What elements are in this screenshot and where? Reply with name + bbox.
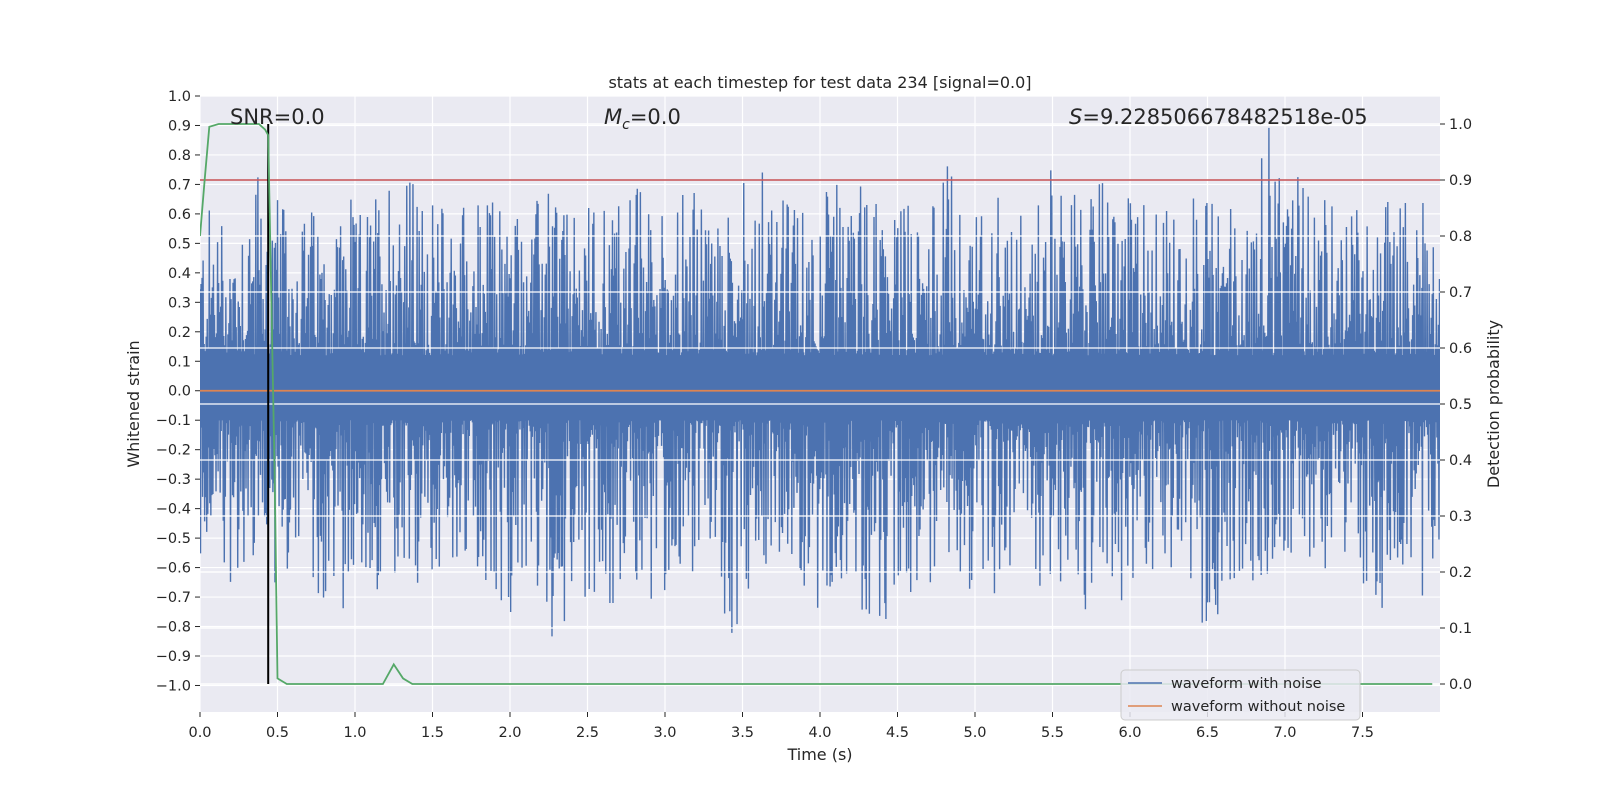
y2-tick-label: 0.7 [1449,285,1472,301]
legend: waveform with noise waveform without noi… [1120,669,1361,721]
s-symbol: S [1069,105,1082,129]
y2-tick-label: 0.2 [1449,565,1472,581]
x-axis-label: Time (s) [786,745,852,764]
y-tick-label: −0.2 [156,443,191,459]
series-detection-probability [200,123,1433,685]
x-tick-label: 0.5 [266,725,289,741]
y-tick-label: −0.4 [156,502,191,518]
y-tick-label: 0.1 [168,354,191,370]
y-axis-ticks: 1.0 0.9 0.8 0.7 0.6 0.5 0.4 0.3 0.2 0.1 0.0 −0.1 −0.… [156,89,200,694]
y-tick-label: −1.0 [156,678,191,694]
y2-tick-label: 0.1 [1449,621,1472,637]
y2-axis-ticks: 1.0 0.9 0.8 0.7 0.6 0.5 0.4 0.3 0.2 0.1 0.0 [1440,117,1472,693]
x-tick-label: 6.5 [1196,725,1219,741]
y2-tick-label: 0.3 [1449,509,1472,525]
y-tick-label: −0.9 [156,649,191,665]
x-axis-ticks: 0.0 0.5 1.0 1.5 2.0 2.5 3.0 3.5 4.0 4.5 5.0 5.5 6.0 6… [188,712,1374,741]
y2-axis-label: Detection probability [1484,320,1503,488]
y-tick-label: 0.4 [168,266,191,282]
y-tick-label: 0.8 [168,148,191,164]
x-tick-label: 7.0 [1273,725,1296,741]
chart-title: stats at each timestep for test data 234… [608,73,1031,92]
x-tick-label: 4.5 [886,725,909,741]
y2-tick-label: 0.9 [1449,173,1472,189]
y-tick-label: 0.6 [168,207,191,223]
y-tick-label: −0.1 [156,413,191,429]
y-tick-label: −0.6 [156,561,191,577]
x-tick-label: 1.0 [343,725,366,741]
y-tick-label: −0.8 [156,620,191,636]
y-tick-label: 0.9 [168,118,191,134]
x-tick-label: 3.0 [653,725,676,741]
y-tick-label: 0.5 [168,236,191,252]
y2-tick-label: 0.6 [1449,341,1472,357]
y-tick-label: −0.3 [156,472,191,488]
snr-annotation: SNR=0.0 [230,105,325,129]
x-tick-label: 1.5 [421,725,444,741]
y-tick-label: 0.2 [168,325,191,341]
mc-subscript: c [622,117,630,133]
y-tick-label: 0.7 [168,177,191,193]
x-tick-label: 2.0 [498,725,521,741]
y2-tick-label: 0.5 [1449,397,1472,413]
y-axis-label: Whitened strain [124,340,143,467]
plot-area [200,123,1440,685]
x-tick-label: 5.0 [963,725,986,741]
x-tick-label: 2.5 [576,725,599,741]
mc-value: =0.0 [630,105,681,129]
legend-label-noise: waveform with noise [1171,676,1322,692]
y-tick-label: −0.7 [156,590,191,606]
x-tick-label: 3.5 [731,725,754,741]
x-tick-label: 4.0 [808,725,831,741]
score-annotation: S=9.228506678482518e-05 [1069,105,1368,129]
x-tick-label: 7.5 [1351,725,1374,741]
y2-tick-label: 0.8 [1449,229,1472,245]
y-tick-label: 0.0 [168,384,191,400]
y2-tick-label: 1.0 [1449,117,1472,133]
s-value: =9.228506678482518e-05 [1082,105,1367,129]
x-tick-label: 0.0 [188,725,211,741]
series-waveform-with-noise-core [200,355,1440,421]
y2-tick-label: 0.4 [1449,453,1472,469]
x-tick-label: 5.5 [1041,725,1064,741]
y2-tick-label: 0.0 [1449,677,1472,693]
x-tick-label: 6.0 [1118,725,1141,741]
mc-symbol: M [604,105,622,129]
y-tick-label: −0.5 [156,531,191,547]
y-tick-label: 0.3 [168,295,191,311]
legend-label-clean: waveform without noise [1171,699,1345,715]
legend-box [1120,669,1361,721]
chirp-mass-annotation: Mc=0.0 [604,105,681,133]
y-tick-label: 1.0 [168,89,191,105]
